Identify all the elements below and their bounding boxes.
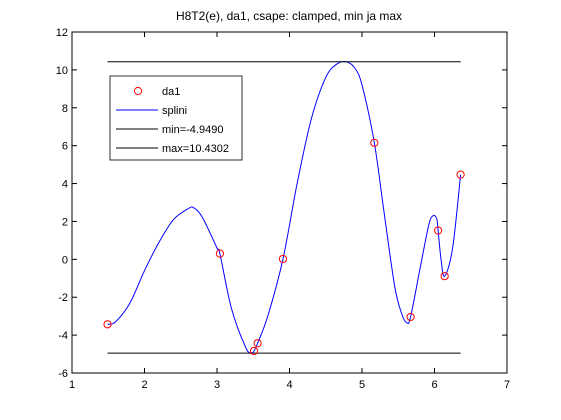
legend-box — [109, 75, 243, 161]
data-point — [440, 272, 449, 281]
x-axis-ticks: 1 2 3 4 5 6 7 — [69, 32, 510, 391]
x-tick-label: 3 — [214, 379, 220, 391]
chart-title: H8T2(e), da1, csape: clamped, min ja max — [176, 9, 402, 23]
data-point — [370, 138, 379, 147]
y-tick-label: -4 — [58, 330, 68, 342]
legend-marker — [133, 86, 143, 96]
legend: da1 splini min=-4.9490 max=10.4302 — [109, 75, 243, 161]
data-point — [456, 170, 465, 179]
x-tick-label: 4 — [286, 379, 292, 391]
y-tick-label: 10 — [56, 65, 68, 77]
data-point — [406, 312, 415, 322]
legend-label: da1 — [162, 86, 180, 98]
data-point — [278, 254, 288, 264]
data-point — [103, 320, 112, 329]
plot-markers — [103, 138, 465, 356]
data-point — [249, 346, 259, 356]
legend-label: min=-4.9490 — [162, 124, 223, 136]
y-tick-label: 12 — [56, 27, 68, 39]
y-tick-label: 6 — [62, 141, 68, 153]
plot-lines — [107, 60, 462, 354]
y-axis-ticks: -6 -4 -2 0 2 4 6 8 10 12 — [56, 27, 507, 380]
y-tick-label: 0 — [62, 254, 68, 266]
y-tick-label: 4 — [62, 179, 68, 191]
x-tick-label: 6 — [431, 379, 437, 391]
y-tick-label: -2 — [58, 292, 68, 304]
legend-items: da1 splini min=-4.9490 max=10.4302 — [116, 86, 229, 155]
y-tick-label: -6 — [58, 368, 68, 380]
x-tick-label: 1 — [69, 379, 75, 391]
legend-label: splini — [162, 105, 187, 117]
data-point — [215, 249, 224, 258]
series-line-1 — [107, 60, 462, 354]
x-tick-label: 5 — [359, 379, 365, 391]
legend-label: max=10.4302 — [162, 143, 229, 155]
y-tick-label: 8 — [62, 103, 68, 115]
data-point — [253, 339, 262, 348]
y-tick-label: 2 — [62, 216, 68, 228]
x-tick-label: 2 — [141, 379, 147, 391]
x-tick-label: 7 — [504, 379, 510, 391]
data-point — [434, 226, 443, 235]
